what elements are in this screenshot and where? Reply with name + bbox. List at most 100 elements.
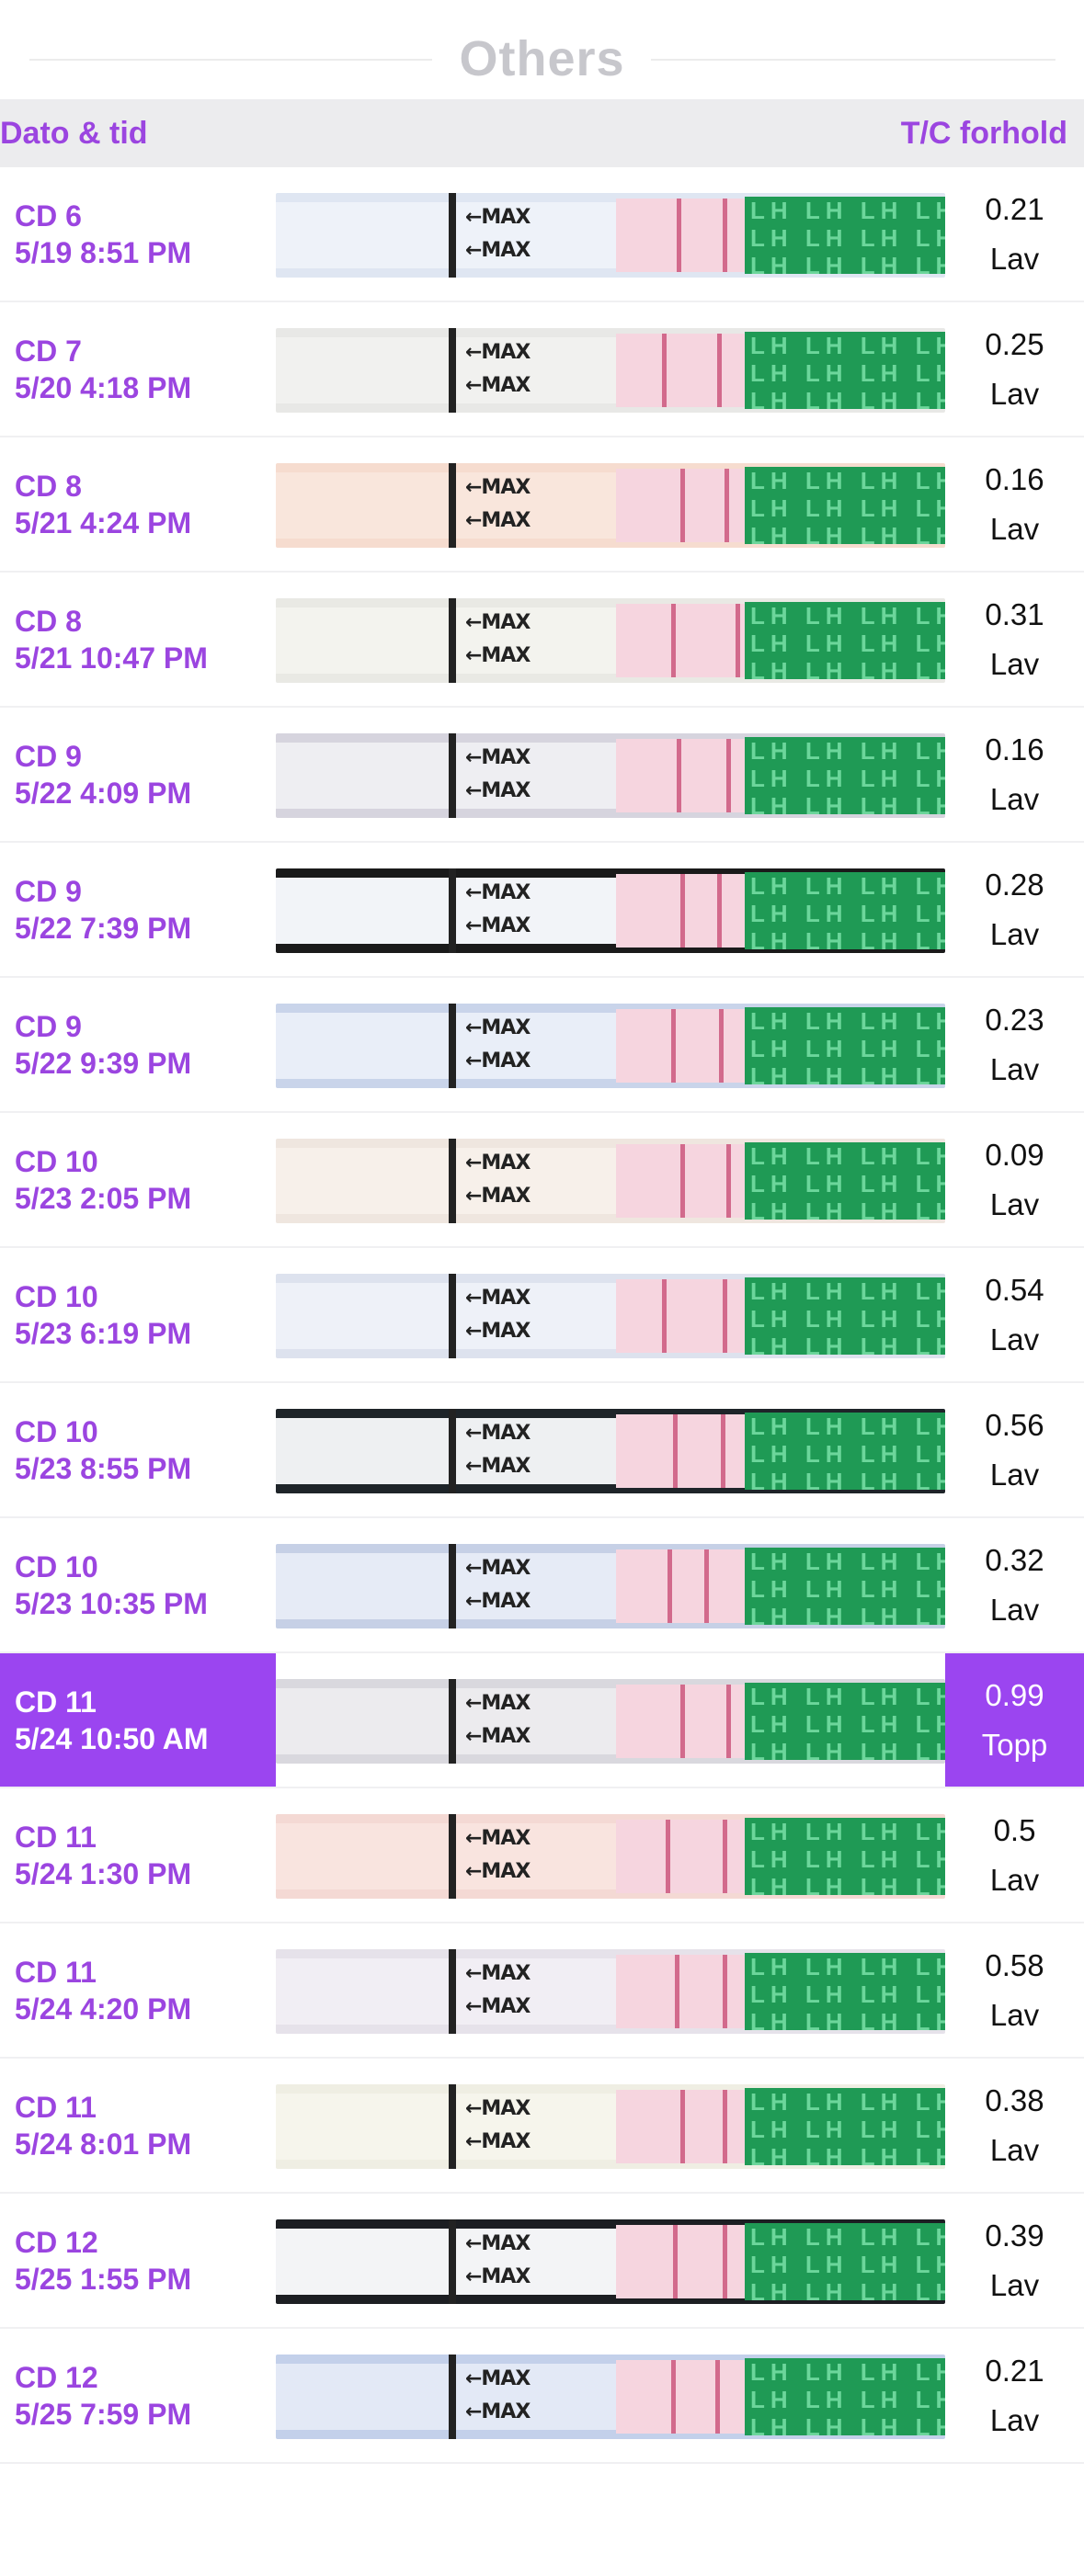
test-row[interactable]: CD 6 5/19 8:51 PM ←MAX ←MAX LH LH LH LH …	[0, 167, 1084, 302]
test-row[interactable]: CD 11 5/24 1:30 PM ←MAX ←MAX LH LH LH LH…	[0, 1788, 1084, 1923]
strip-lh-text-row2: LH LH LH LH LH LH LH LH	[750, 2116, 945, 2143]
test-strip-image[interactable]: ←MAX ←MAX LH LH LH LH LH LH LH LH LH LH …	[276, 1949, 945, 2034]
strip-max-bar	[449, 1544, 456, 1628]
ratio-cell: 0.16 Lav	[945, 437, 1084, 571]
date-cell: CD 9 5/22 4:09 PM	[0, 708, 276, 841]
date-cell: CD 12 5/25 1:55 PM	[0, 2194, 276, 2327]
test-strip-image[interactable]: ←MAX ←MAX LH LH LH LH LH LH LH LH LH LH …	[276, 193, 945, 278]
strip-max-label-bottom: ←MAX	[465, 1995, 531, 2018]
test-strip-image[interactable]: ←MAX ←MAX LH LH LH LH LH LH LH LH LH LH …	[276, 1274, 945, 1358]
test-strip-image[interactable]: ←MAX ←MAX LH LH LH LH LH LH LH LH LH LH …	[276, 733, 945, 818]
level-label: Lav	[989, 1051, 1040, 1086]
cycle-day-label: CD 11	[15, 1820, 97, 1854]
strip-lh-text-row3: LH LH LH LH LH LH LH LH	[750, 927, 945, 949]
cycle-day-label: CD 10	[15, 1279, 98, 1313]
level-label: Lav	[989, 376, 1040, 411]
strip-lh-text-row2: LH LH LH LH LH LH LH LH	[750, 1035, 945, 1062]
strip-lh-label: LH LH LH LH LH LH LH LH LH LH LH LH LH L…	[745, 737, 945, 814]
strip-handle	[276, 1688, 616, 1754]
control-line	[680, 1685, 685, 1758]
test-strip-image[interactable]: ←MAX ←MAX LH LH LH LH LH LH LH LH LH LH …	[276, 598, 945, 683]
test-row[interactable]: CD 9 5/22 7:39 PM ←MAX ←MAX LH LH LH LH …	[0, 843, 1084, 978]
strip-lh-text-row2: LH LH LH LH LH LH LH LH	[750, 2386, 945, 2413]
strip-max-bar	[449, 733, 456, 818]
date-cell: CD 11 5/24 8:01 PM	[0, 2059, 276, 2192]
ratio-cell: 0.28 Lav	[945, 843, 1084, 976]
datetime-label: 5/21 10:47 PM	[15, 641, 208, 675]
test-line	[717, 874, 722, 948]
test-strip-image[interactable]: ←MAX ←MAX LH LH LH LH LH LH LH LH LH LH …	[276, 328, 945, 413]
ratio-cell: 0.09 Lav	[945, 1113, 1084, 1246]
test-strip-image[interactable]: ←MAX ←MAX LH LH LH LH LH LH LH LH LH LH …	[276, 1004, 945, 1088]
strip-lh-label: LH LH LH LH LH LH LH LH LH LH LH LH LH L…	[745, 1683, 945, 1760]
ratio-cell: 0.38 Lav	[945, 2059, 1084, 2192]
strip-lh-text-row3: LH LH LH LH LH LH LH LH	[750, 1603, 945, 1625]
test-strip-image[interactable]: ←MAX ←MAX LH LH LH LH LH LH LH LH LH LH …	[276, 2084, 945, 2169]
control-line	[680, 1144, 685, 1218]
strip-lh-label: LH LH LH LH LH LH LH LH LH LH LH LH LH L…	[745, 332, 945, 409]
strip-lh-text-row2: LH LH LH LH LH LH LH LH	[750, 1305, 945, 1333]
strip-handle	[276, 2094, 616, 2160]
date-cell: CD 9 5/22 7:39 PM	[0, 843, 276, 976]
test-row[interactable]: CD 10 5/23 8:55 PM ←MAX ←MAX LH LH LH LH…	[0, 1383, 1084, 1518]
strip-lh-label: LH LH LH LH LH LH LH LH LH LH LH LH LH L…	[745, 1818, 945, 1895]
ratio-value: 0.16	[985, 461, 1044, 496]
cycle-day-label: CD 11	[15, 1955, 97, 1989]
datetime-label: 5/23 6:19 PM	[15, 1316, 192, 1350]
level-label: Lav	[989, 2132, 1040, 2167]
strip-lh-text-row3: LH LH LH LH LH LH LH LH	[750, 252, 945, 274]
strip-handle	[276, 1418, 616, 1484]
cycle-day-label: CD 12	[15, 2225, 98, 2259]
test-strip-image[interactable]: ←MAX ←MAX LH LH LH LH LH LH LH LH LH LH …	[276, 2219, 945, 2304]
strip-lh-text-row2: LH LH LH LH LH LH LH LH	[750, 1980, 945, 2008]
test-strip-image[interactable]: ←MAX ←MAX LH LH LH LH LH LH LH LH LH LH …	[276, 868, 945, 953]
test-row[interactable]: CD 11 5/24 8:01 PM ←MAX ←MAX LH LH LH LH…	[0, 2059, 1084, 2194]
test-line	[723, 1955, 727, 2028]
strip-handle	[276, 472, 616, 539]
strip-max-bar	[449, 868, 456, 953]
strip-max-label-bottom: ←MAX	[465, 644, 531, 667]
test-line	[725, 469, 729, 542]
test-row[interactable]: CD 8 5/21 10:47 PM ←MAX ←MAX LH LH LH LH…	[0, 573, 1084, 708]
test-row[interactable]: CD 7 5/20 4:18 PM ←MAX ←MAX LH LH LH LH …	[0, 302, 1084, 437]
test-row[interactable]: CD 12 5/25 1:55 PM ←MAX ←MAX LH LH LH LH…	[0, 2194, 1084, 2329]
strip-lh-text-row2: LH LH LH LH LH LH LH LH	[750, 1845, 945, 1873]
strip-lh-text-row3: LH LH LH LH LH LH LH LH	[750, 522, 945, 544]
test-strip-image[interactable]: ←MAX ←MAX LH LH LH LH LH LH LH LH LH LH …	[276, 1679, 945, 1764]
test-row[interactable]: CD 12 5/25 7:59 PM ←MAX ←MAX LH LH LH LH…	[0, 2329, 1084, 2464]
test-row[interactable]: CD 10 5/23 2:05 PM ←MAX ←MAX LH LH LH LH…	[0, 1113, 1084, 1248]
test-row[interactable]: CD 10 5/23 10:35 PM ←MAX ←MAX LH LH LH L…	[0, 1518, 1084, 1653]
strip-max-label-bottom: ←MAX	[465, 779, 531, 802]
test-strip-image[interactable]: ←MAX ←MAX LH LH LH LH LH LH LH LH LH LH …	[276, 2355, 945, 2439]
test-row[interactable]: CD 11 5/24 10:50 AM ←MAX ←MAX LH LH LH L…	[0, 1653, 1084, 1788]
ratio-value: 0.28	[985, 867, 1044, 902]
test-row[interactable]: CD 11 5/24 4:20 PM ←MAX ←MAX LH LH LH LH…	[0, 1923, 1084, 2059]
strip-max-label-bottom: ←MAX	[465, 2265, 531, 2288]
strip-result-window	[616, 1009, 745, 1083]
datetime-label: 5/25 7:59 PM	[15, 2397, 192, 2431]
level-label: Lav	[989, 781, 1040, 816]
datetime-label: 5/24 10:50 AM	[15, 1721, 209, 1755]
test-strip-image[interactable]: ←MAX ←MAX LH LH LH LH LH LH LH LH LH LH …	[276, 1814, 945, 1899]
strip-max-label-top: ←MAX	[465, 1692, 531, 1715]
date-cell: CD 11 5/24 4:20 PM	[0, 1923, 276, 2057]
test-strip-image[interactable]: ←MAX ←MAX LH LH LH LH LH LH LH LH LH LH …	[276, 1409, 945, 1493]
ratio-value: 0.56	[985, 1407, 1044, 1442]
test-row[interactable]: CD 9 5/22 9:39 PM ←MAX ←MAX LH LH LH LH …	[0, 978, 1084, 1113]
strip-lh-label: LH LH LH LH LH LH LH LH LH LH LH LH LH L…	[745, 1413, 945, 1490]
test-strip-image[interactable]: ←MAX ←MAX LH LH LH LH LH LH LH LH LH LH …	[276, 1544, 945, 1628]
strip-max-label-top: ←MAX	[465, 1827, 531, 1850]
test-strip-image[interactable]: ←MAX ←MAX LH LH LH LH LH LH LH LH LH LH …	[276, 463, 945, 548]
strip-max-label-bottom: ←MAX	[465, 374, 531, 397]
strip-max-label-bottom: ←MAX	[465, 1455, 531, 1478]
date-column-header[interactable]: Dato & tid	[0, 115, 148, 151]
test-strip-image[interactable]: ←MAX ←MAX LH LH LH LH LH LH LH LH LH LH …	[276, 1139, 945, 1223]
level-label: Lav	[989, 2402, 1040, 2437]
test-row[interactable]: CD 9 5/22 4:09 PM ←MAX ←MAX LH LH LH LH …	[0, 708, 1084, 843]
date-cell: CD 8 5/21 10:47 PM	[0, 573, 276, 706]
cycle-day-label: CD 7	[15, 334, 82, 368]
test-row[interactable]: CD 8 5/21 4:24 PM ←MAX ←MAX LH LH LH LH …	[0, 437, 1084, 573]
test-line	[726, 739, 731, 812]
test-row[interactable]: CD 10 5/23 6:19 PM ←MAX ←MAX LH LH LH LH…	[0, 1248, 1084, 1383]
ratio-column-header[interactable]: T/C forhold	[900, 115, 1067, 151]
